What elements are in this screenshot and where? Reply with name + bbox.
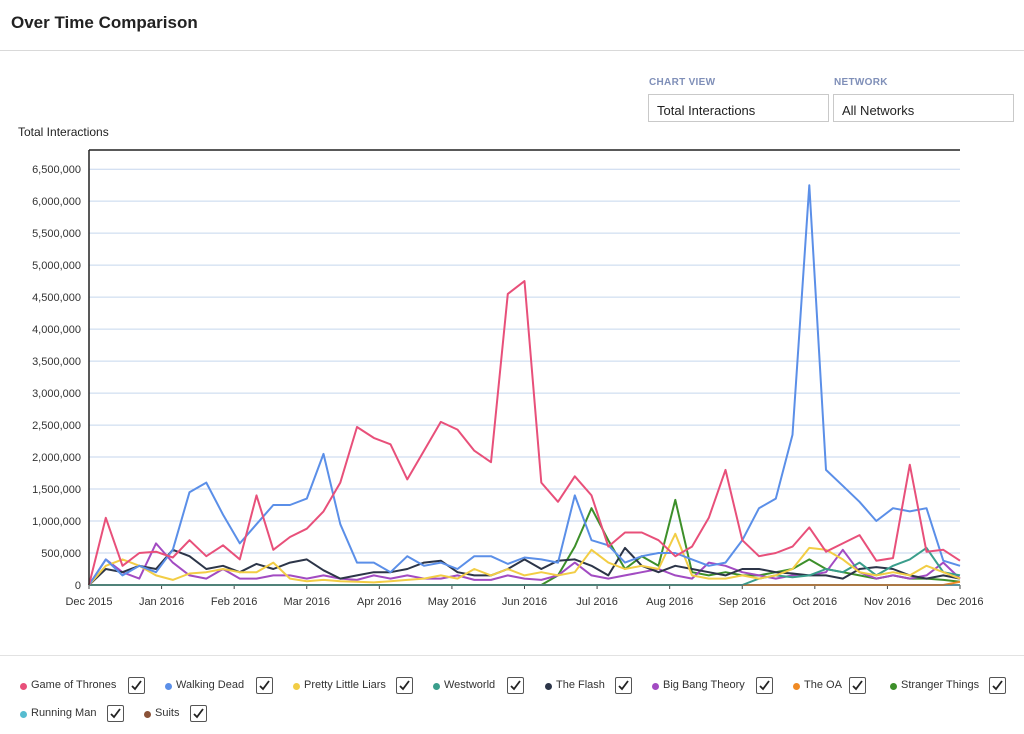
series-line-pretty-little-liars xyxy=(88,532,961,586)
legend-dot-icon xyxy=(652,683,659,690)
legend-checkbox[interactable] xyxy=(849,677,866,694)
checkmark-icon xyxy=(852,680,863,691)
legend-checkbox[interactable] xyxy=(190,705,207,722)
legend-label: Game of Thrones xyxy=(31,679,117,691)
legend-checkbox[interactable] xyxy=(989,677,1006,694)
y-tick-label: 4,000,000 xyxy=(32,324,81,336)
chart-view-select[interactable]: Total Interactions xyxy=(648,94,829,122)
legend-checkbox[interactable] xyxy=(507,677,524,694)
y-tick-label: 0 xyxy=(75,580,81,592)
legend: Game of Thrones Walking Dead Pretty Litt… xyxy=(0,655,1024,734)
legend-label: Westworld xyxy=(444,679,496,691)
x-tick-label: Mar 2016 xyxy=(284,596,330,608)
legend-dot-icon xyxy=(20,683,27,690)
legend-checkbox[interactable] xyxy=(256,677,273,694)
checkmark-icon xyxy=(131,680,142,691)
legend-checkbox[interactable] xyxy=(107,705,124,722)
x-tick-label: May 2016 xyxy=(428,596,476,608)
legend-dot-icon xyxy=(890,683,897,690)
y-axis-title: Total Interactions xyxy=(18,125,109,139)
y-tick-label: 5,500,000 xyxy=(32,228,81,240)
checkmark-icon xyxy=(759,680,770,691)
y-tick-label: 1,000,000 xyxy=(32,516,81,528)
legend-checkbox[interactable] xyxy=(396,677,413,694)
y-tick-label: 1,500,000 xyxy=(32,484,81,496)
network-select[interactable]: All Networks xyxy=(833,94,1014,122)
network-label: NETWORK xyxy=(834,77,888,88)
legend-label: Stranger Things xyxy=(901,679,980,691)
legend-dot-icon xyxy=(433,683,440,690)
y-tick-label: 5,000,000 xyxy=(32,260,81,272)
x-tick-label: Jan 2016 xyxy=(139,596,184,608)
legend-label: Suits xyxy=(155,707,180,719)
x-tick-label: Oct 2016 xyxy=(793,596,838,608)
series-line-the-flash xyxy=(88,546,961,586)
x-tick-label: Jul 2016 xyxy=(576,596,618,608)
legend-label: The Flash xyxy=(556,679,605,691)
legend-label: Running Man xyxy=(31,707,97,719)
y-tick-label: 3,500,000 xyxy=(32,356,81,368)
checkmark-icon xyxy=(259,680,270,691)
y-tick-label: 6,000,000 xyxy=(32,196,81,208)
series-line-walking-dead xyxy=(88,184,961,586)
x-tick-label: Aug 2016 xyxy=(646,596,693,608)
y-tick-label: 3,000,000 xyxy=(32,388,81,400)
legend-dot-icon xyxy=(20,711,27,718)
x-tick-label: Sep 2016 xyxy=(719,596,766,608)
series-line-stranger-things xyxy=(89,498,961,586)
legend-dot-icon xyxy=(545,683,552,690)
legend-checkbox[interactable] xyxy=(615,677,632,694)
y-tick-label: 4,500,000 xyxy=(32,292,81,304)
network-value: All Networks xyxy=(842,103,915,118)
checkmark-icon xyxy=(618,680,629,691)
legend-checkbox[interactable] xyxy=(128,677,145,694)
legend-label: The OA xyxy=(804,679,842,691)
x-tick-label: Apr 2016 xyxy=(357,596,402,608)
checkmark-icon xyxy=(193,708,204,719)
line-chart: 0 500,000 1,000,000 1,500,000 2,000,000 2,500… xyxy=(32,149,984,608)
chart-view-value: Total Interactions xyxy=(657,103,756,118)
page-header: Over Time Comparison xyxy=(0,0,1024,51)
chart-view-label: CHART VIEW xyxy=(649,77,716,88)
legend-dot-icon xyxy=(144,711,151,718)
x-tick-label: Dec 2016 xyxy=(936,596,983,608)
checkmark-icon xyxy=(510,680,521,691)
checkmark-icon xyxy=(992,680,1003,691)
checkmark-icon xyxy=(399,680,410,691)
x-tick-label: Nov 2016 xyxy=(864,596,911,608)
legend-label: Big Bang Theory xyxy=(663,679,745,691)
legend-dot-icon xyxy=(293,683,300,690)
y-tick-label: 2,500,000 xyxy=(32,420,81,432)
y-tick-label: 500,000 xyxy=(41,548,81,560)
x-tick-label: Feb 2016 xyxy=(211,596,257,608)
x-tick-label: Dec 2015 xyxy=(65,596,112,608)
y-tick-label: 6,500,000 xyxy=(32,164,81,176)
legend-label: Pretty Little Liars xyxy=(304,679,386,691)
legend-dot-icon xyxy=(165,683,172,690)
y-tick-label: 2,000,000 xyxy=(32,452,81,464)
series-line-game-of-thrones xyxy=(88,280,961,586)
legend-dot-icon xyxy=(793,683,800,690)
checkmark-icon xyxy=(110,708,121,719)
page-title: Over Time Comparison xyxy=(11,13,198,32)
legend-label: Walking Dead xyxy=(176,679,245,691)
x-tick-label: Jun 2016 xyxy=(502,596,547,608)
legend-checkbox[interactable] xyxy=(756,677,773,694)
